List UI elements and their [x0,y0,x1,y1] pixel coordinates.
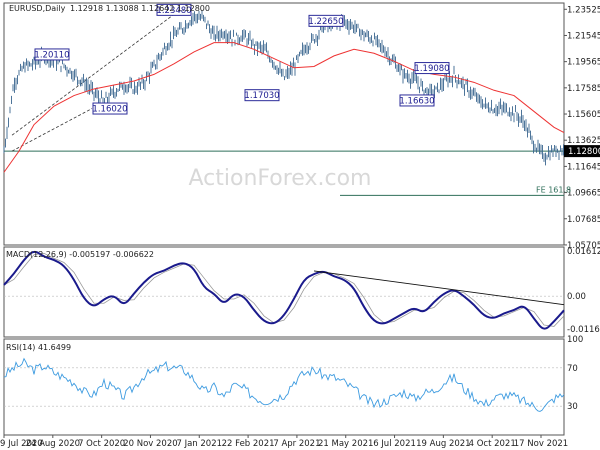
level-label: 1.17030 [244,91,279,101]
level-label-box [308,14,344,27]
price-panel: ActionForex.com 1.23525 1.21545 1.19565 1.17… [3,2,600,251]
macd-ytick-label: 0.016122 [567,247,600,257]
price-ytick-label: 1.17585 [567,84,600,94]
watermark: ActionForex.com [189,166,372,191]
x-tick-label: 6 Jul 2021 [373,439,416,449]
x-tick-label: 7 Jan 2021 [176,439,222,449]
fe-label: FE 161.8 [536,185,571,194]
price-ytick-label: 1.21545 [567,31,600,41]
x-tick-label: 21 May 2021 [318,439,373,449]
level-label: 1.20110 [34,50,69,60]
rsi-plot-frame [3,338,565,436]
current-price-box [564,145,600,158]
level-label: 1.16020 [92,105,127,115]
macd-ytick-label: -0.011681 [567,325,600,335]
rsi-ytick-label: 100 [567,335,583,345]
macd-ytick-label: 0.00 [567,292,586,302]
x-tick-label: 7 Oct 2020 [78,439,125,449]
level-label: 1.22650 [308,17,343,27]
price-ytick-label: 1.09665 [567,189,600,199]
macd-panel: 0.016122 0.00 -0.011681 MACD(12,26,9) -0.00… [3,246,600,338]
price-ytick-label: 1.23525 [567,5,600,15]
level-label-box [414,62,450,75]
level-label: 1.16630 [399,96,434,106]
macd-line [3,250,565,330]
symbol-label: EURUSD,Daily [9,4,66,13]
ohlc-label: 1.12918 1.13088 1.12642 1.12800 [70,4,210,13]
current-price-label: 1.12800 [568,147,600,157]
price-ytick-label: 1.13625 [567,136,600,146]
macd-trendline [313,270,565,306]
price-ytick-label: 1.11645 [567,162,600,172]
rsi-panel: 100 70 30 RSI(14) 41.6499 [3,335,583,436]
x-tick-label: 7 Apr 2021 [273,439,320,449]
x-tick-label: 4 Oct 2021 [469,439,516,449]
x-tick-label: 20 Nov 2020 [123,439,177,449]
x-tick-label: 9 Jul 2020 [0,439,43,449]
x-tick-label: 24 Aug 2020 [26,439,80,449]
macd-plot-frame [3,246,565,338]
rsi-ytick-label: 30 [567,402,578,412]
x-tick-label: 19 Aug 2021 [416,439,470,449]
moving-average-line [3,42,565,173]
price-ytick-label: 1.05705 [567,241,600,251]
trend-channel-lower [11,108,93,152]
price-ytick-label: 1.19565 [567,58,600,68]
rsi-line [3,357,565,412]
level-label: 1.23480 [156,6,191,16]
level-label-box [399,94,435,107]
level-label-box [34,48,70,61]
rsi-label: RSI(14) 41.6499 [6,343,71,352]
price-plot-frame [3,2,565,246]
x-tick-label: 17 Nov 2021 [514,439,568,449]
rsi-ytick-label: 70 [567,364,578,374]
level-label-box [244,89,280,102]
x-tick-label: 22 Feb 2021 [222,439,275,449]
macd-label: MACD(12,26,9) -0.005197 -0.006622 [6,250,154,259]
price-ytick-label: 1.15605 [567,110,600,120]
level-label-box [156,3,192,16]
price-ytick-label: 1.07685 [567,215,600,225]
level-label-box [92,102,128,115]
level-label: 1.19080 [414,64,449,74]
